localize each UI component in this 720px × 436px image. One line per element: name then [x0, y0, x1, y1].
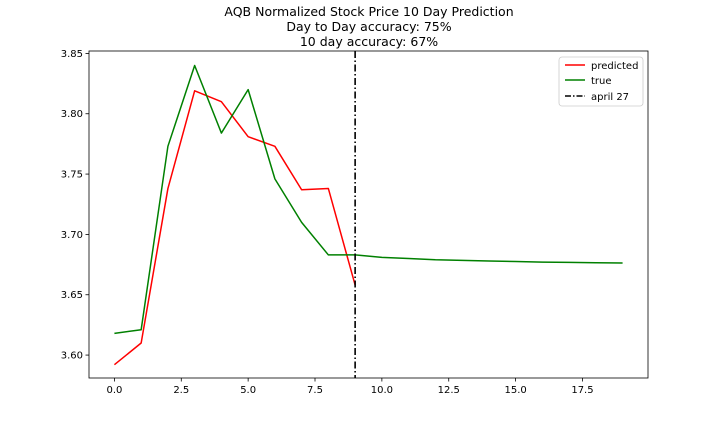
chart-title-line-2: Day to Day accuracy: 75% — [286, 19, 451, 34]
x-tick-label: 15.0 — [504, 385, 526, 396]
plot-area — [113, 51, 623, 378]
x-tick-label: 10.0 — [371, 385, 393, 396]
series-line-predicted — [113, 90, 356, 366]
y-tick-label: 3.80 — [61, 109, 83, 120]
x-tick-label: 5.0 — [240, 385, 256, 396]
chart-title: AQB Normalized Stock Price 10 Day Predic… — [224, 4, 513, 49]
axes-frame — [88, 50, 649, 379]
x-tick-label: 17.5 — [571, 385, 593, 396]
x-tick-label: 12.5 — [438, 385, 460, 396]
y-tick-label: 3.75 — [61, 170, 83, 181]
legend-box — [558, 56, 644, 107]
y-axis: 3.60 3.65 3.70 3.75 3.80 3.85 — [61, 49, 89, 362]
y-tick-label: 3.85 — [61, 49, 83, 60]
legend-label-true: true — [591, 76, 612, 87]
legend-label-predicted: predicted — [591, 61, 638, 72]
x-tick-label: 7.5 — [307, 385, 323, 396]
x-tick-label: 2.5 — [173, 385, 189, 396]
y-tick-label: 3.60 — [61, 351, 83, 362]
y-tick-label: 3.70 — [61, 230, 83, 241]
series-line-true — [114, 64, 623, 335]
legend: predicted true april 27 — [558, 56, 644, 107]
x-tick-label: 0.0 — [106, 385, 122, 396]
y-tick-label: 3.65 — [61, 290, 83, 301]
legend-label-april-27: april 27 — [591, 92, 629, 103]
chart-title-line-1: AQB Normalized Stock Price 10 Day Predic… — [224, 4, 513, 19]
x-axis: 0.0 2.5 5.0 7.5 10.0 12.5 15.0 17.5 — [106, 378, 594, 396]
chart-title-line-3: 10 day accuracy: 67% — [300, 34, 438, 49]
